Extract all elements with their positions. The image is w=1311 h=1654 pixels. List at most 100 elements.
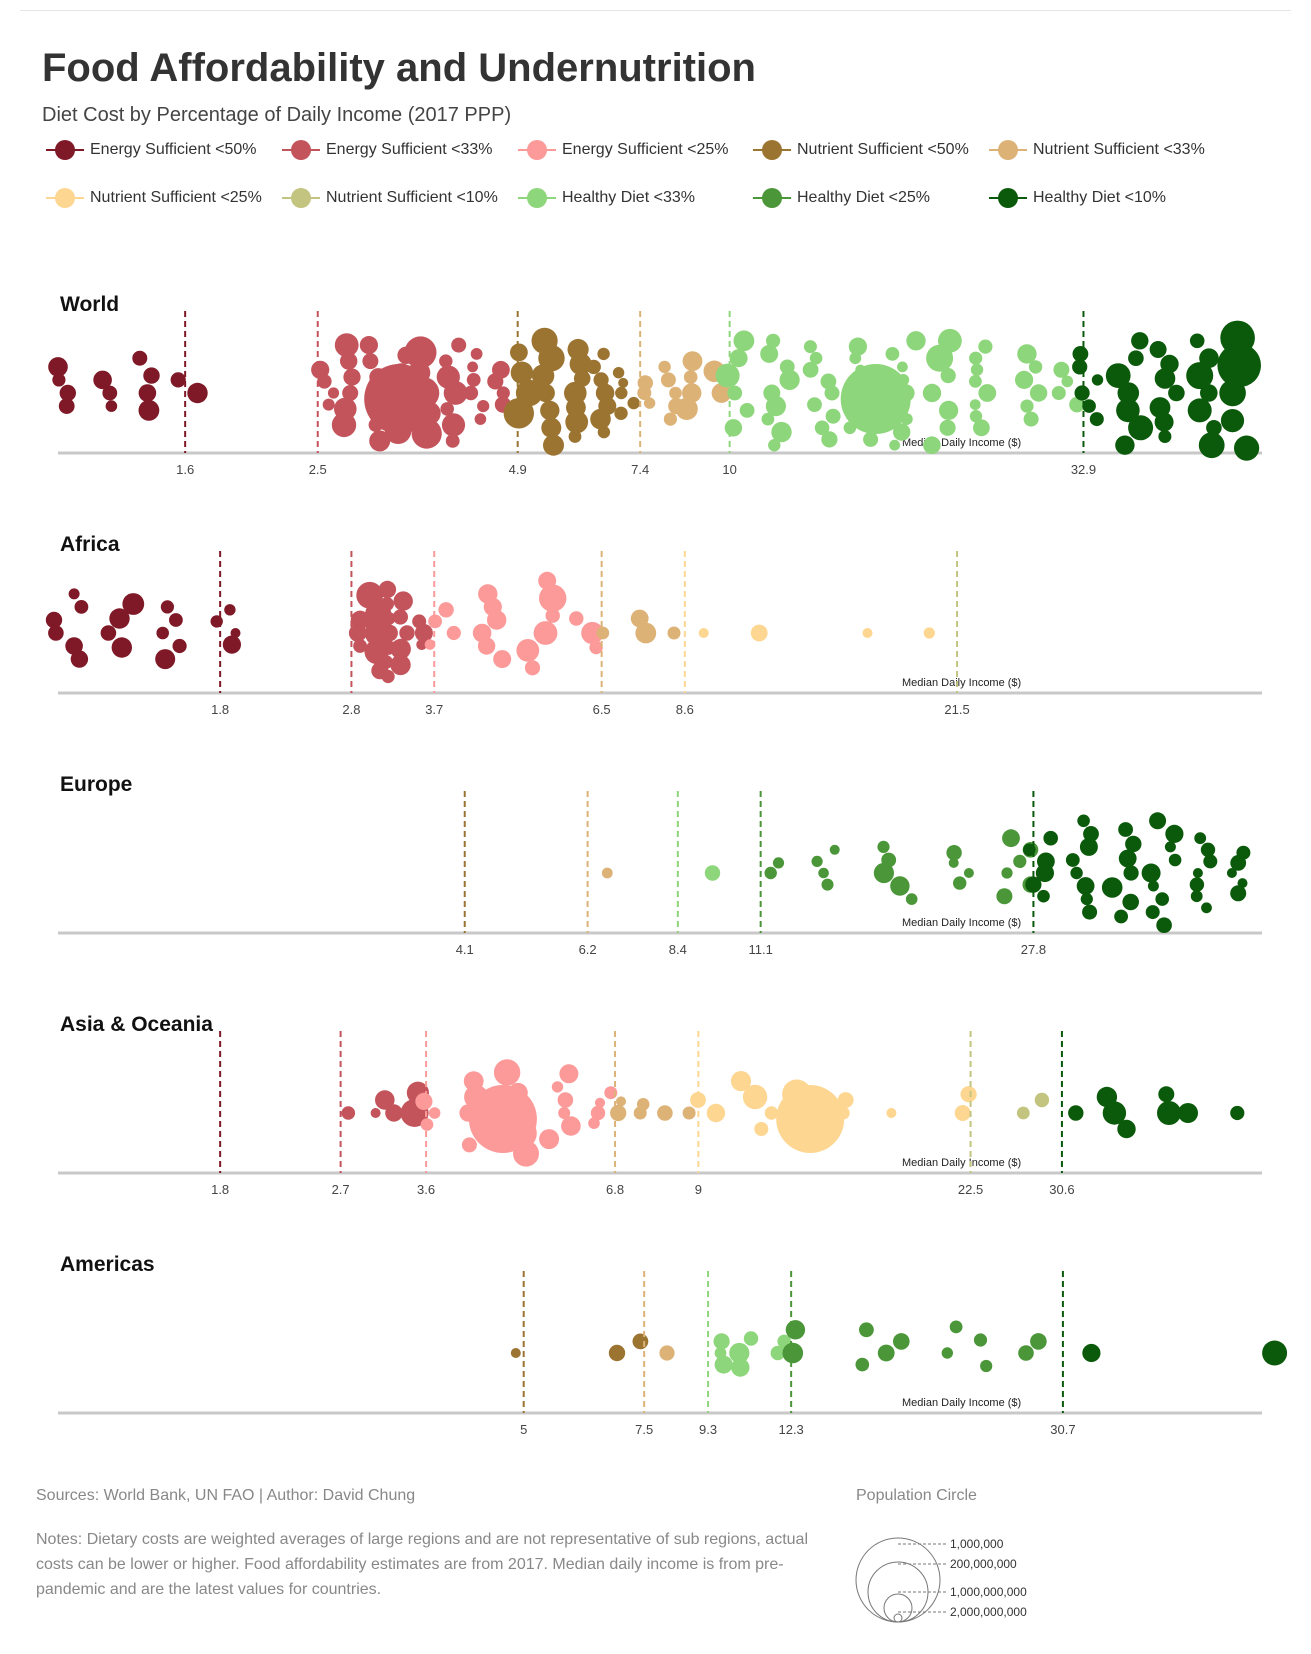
country-bubble <box>1061 375 1074 388</box>
country-bubble <box>441 413 466 437</box>
country-bubble <box>1234 435 1260 461</box>
country-bubble <box>893 423 911 441</box>
country-bubble <box>754 1122 769 1136</box>
country-bubble <box>1230 885 1247 902</box>
tick-label: 32.9 <box>1071 462 1096 477</box>
country-bubble <box>1206 420 1222 436</box>
country-bubble <box>1076 877 1095 895</box>
country-bubble <box>802 361 819 378</box>
country-bubble <box>889 439 900 451</box>
panel-4: Americas Median Daily Income ($) 5 7.5 9.3 12… <box>58 1253 1288 1437</box>
country-bubble <box>731 1358 750 1377</box>
country-bubble <box>636 1098 650 1111</box>
country-bubble <box>657 1105 673 1121</box>
country-bubble <box>1168 384 1185 402</box>
legend-item[interactable]: Nutrient Sufficient <25% <box>46 188 262 208</box>
country-bubble <box>1082 1343 1101 1363</box>
country-bubble <box>809 351 823 365</box>
country-bubble <box>782 1342 804 1364</box>
tick-label: 9.3 <box>699 1422 717 1437</box>
country-bubble <box>331 412 357 438</box>
country-bubble <box>770 1345 785 1361</box>
country-bubble <box>59 384 76 402</box>
country-bubble <box>58 398 75 414</box>
country-bubble <box>1145 905 1160 920</box>
panel-0: World Median Daily Income ($) 1.6 2.5 4.9 7.4… <box>48 293 1262 477</box>
country-bubble <box>1079 837 1098 856</box>
country-bubble <box>1037 852 1055 871</box>
legend-item[interactable]: Nutrient Sufficient <33% <box>989 140 1205 160</box>
legend-item[interactable]: Healthy Diet <25% <box>753 188 930 208</box>
country-bubble <box>632 1333 649 1350</box>
country-bubble <box>1080 893 1093 906</box>
country-bubble <box>814 420 830 436</box>
legend-item[interactable]: Energy Sufficient <33% <box>282 140 492 160</box>
country-bubble <box>667 626 681 640</box>
legend-item[interactable]: Energy Sufficient <25% <box>518 140 728 160</box>
legend-item[interactable]: Healthy Diet <10% <box>989 188 1166 208</box>
country-bubble <box>343 368 361 386</box>
population-circle <box>883 1593 913 1623</box>
country-bubble <box>524 660 541 676</box>
country-bubble <box>404 336 437 369</box>
legend-item[interactable]: Healthy Diet <33% <box>518 188 695 208</box>
country-bubble <box>468 1085 537 1153</box>
tick-label: 3.6 <box>417 1182 435 1197</box>
country-bubble <box>559 1064 579 1084</box>
country-bubble <box>969 410 983 423</box>
country-bubble <box>1203 854 1218 869</box>
country-bubble <box>436 365 460 389</box>
country-bubble <box>1016 1106 1030 1120</box>
country-bubble <box>1020 399 1034 413</box>
country-bubble <box>1123 865 1139 881</box>
country-bubble <box>1118 849 1137 868</box>
tick-label: 4.9 <box>509 462 527 477</box>
country-bubble <box>739 403 755 418</box>
country-bubble <box>750 624 768 642</box>
legend-item[interactable]: Nutrient Sufficient <10% <box>282 188 498 208</box>
country-bubble <box>978 384 997 402</box>
country-bubble <box>855 1357 870 1372</box>
country-bubble <box>1220 409 1245 433</box>
country-bubble <box>1116 398 1140 423</box>
country-bubble <box>939 419 956 436</box>
country-bubble <box>414 624 433 642</box>
country-bubble <box>1156 917 1172 933</box>
country-bubble <box>438 602 454 618</box>
country-bubble <box>630 609 649 628</box>
country-bubble <box>948 857 959 868</box>
legend-item[interactable]: Energy Sufficient <50% <box>46 140 256 160</box>
legend-item[interactable]: Nutrient Sufficient <50% <box>753 140 969 160</box>
country-bubble <box>764 1106 779 1120</box>
country-bubble <box>415 1092 433 1110</box>
country-bubble <box>922 383 942 403</box>
country-bubble <box>224 604 236 616</box>
country-bubble <box>727 385 743 401</box>
country-bubble <box>68 588 80 600</box>
country-bubble <box>1068 1105 1084 1121</box>
country-bubble <box>596 626 610 640</box>
country-bubble <box>466 373 481 387</box>
tick-label: 8.6 <box>676 702 694 717</box>
legend-swatch <box>518 188 556 208</box>
country-bubble <box>669 386 682 400</box>
country-bubble <box>730 1071 752 1092</box>
panel-2: Europe Median Daily Income ($) 4.1 6.2 8.4 11… <box>58 773 1262 957</box>
country-bubble <box>608 1344 626 1362</box>
country-bubble <box>362 353 379 370</box>
country-bubble <box>334 333 359 357</box>
country-bubble <box>356 581 384 609</box>
country-bubble <box>1199 348 1219 369</box>
country-bubble <box>478 584 498 604</box>
country-bubble <box>1160 354 1179 374</box>
legend-swatch <box>753 188 791 208</box>
country-bubble <box>978 339 993 354</box>
tick-label: 3.7 <box>425 702 443 717</box>
country-bubble <box>923 436 941 455</box>
country-bubble <box>322 398 335 411</box>
country-bubble <box>187 382 208 404</box>
country-bubble <box>1164 841 1176 853</box>
country-bubble <box>1190 890 1203 903</box>
country-bubble <box>973 1333 988 1347</box>
country-bubble <box>941 1347 953 1359</box>
